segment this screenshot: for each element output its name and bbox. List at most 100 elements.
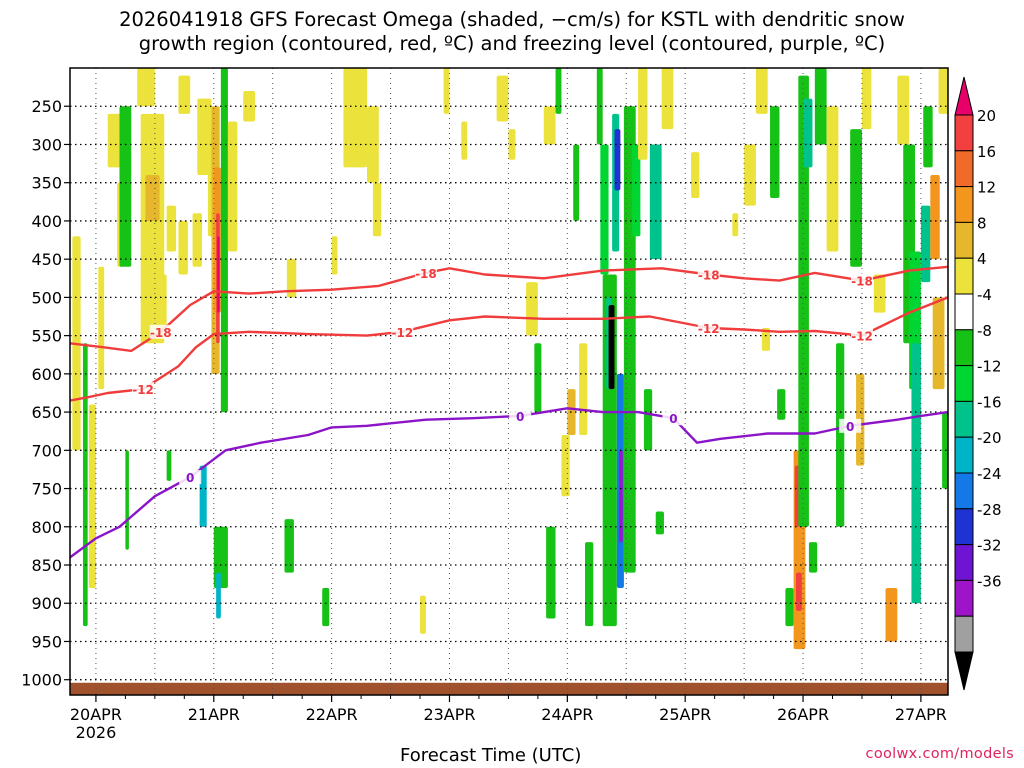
colorbar-box	[954, 436, 974, 474]
omega-cell	[920, 205, 931, 283]
contour-label-bg	[850, 273, 873, 288]
omega-cell	[178, 220, 188, 275]
omega-cell	[88, 404, 96, 588]
omega-cell	[546, 526, 556, 619]
omega-cell	[850, 129, 862, 267]
colorbar-box	[954, 615, 974, 653]
omega-cell	[655, 511, 664, 535]
omega-cell	[798, 75, 809, 527]
y-tick-label: 350	[31, 174, 62, 193]
x-tick-label: 21APR	[188, 705, 240, 724]
y-tick-label: 600	[31, 365, 62, 384]
omega-cell	[923, 106, 933, 168]
omega-cell	[125, 450, 129, 550]
colorbar-box	[954, 293, 974, 331]
omega-cell	[614, 129, 621, 191]
omega-cell	[632, 144, 641, 237]
colorbar-box	[954, 186, 974, 223]
omega-cell	[372, 182, 382, 237]
colorbar-box	[954, 508, 974, 546]
colorbar-label: -12	[977, 358, 1002, 376]
colorbar-label: -16	[977, 393, 1002, 411]
colorbar-box	[954, 150, 974, 188]
y-tick-label: 550	[31, 327, 62, 346]
omega-cell	[911, 343, 921, 604]
omega-cell	[461, 121, 468, 160]
y-tick-label: 950	[31, 632, 62, 651]
omega-cell	[227, 121, 238, 252]
colorbar-box	[954, 400, 974, 438]
contour-label: -12	[851, 330, 873, 344]
x-tick-label: 24APR	[541, 705, 593, 724]
chart-title: 2026041918 GFS Forecast Omega (shaded, −…	[0, 8, 1024, 56]
omega-cell	[220, 68, 228, 413]
omega-cell	[82, 343, 88, 627]
contour-label-bg	[850, 328, 873, 343]
omega-cell	[643, 389, 653, 451]
omega-cell	[761, 327, 771, 351]
chart-title-line-2: growth region (contoured, red, ºC) and f…	[138, 32, 886, 55]
colorbar-label: 8	[977, 214, 987, 232]
contour-label-bg	[697, 267, 720, 282]
omega-cell	[932, 297, 945, 390]
omega-cell	[873, 274, 886, 313]
contour-label-bg	[179, 470, 202, 485]
omega-cell	[555, 68, 562, 114]
omega-cell	[543, 106, 556, 145]
omega-cell	[561, 435, 570, 497]
omega-cell	[107, 113, 122, 168]
omega-shading	[72, 68, 948, 650]
contour-label: -12	[698, 322, 720, 336]
omega-cell	[192, 213, 202, 267]
x-axis-label: Forecast Time (UTC)	[400, 745, 582, 766]
x-tick-label: 27APR	[895, 705, 947, 724]
contour-label-bg	[697, 320, 720, 335]
credit-link[interactable]: coolwx.com/models	[865, 746, 1014, 762]
contour-label: -12	[391, 326, 413, 340]
colorbar-box	[954, 329, 974, 367]
omega-cell	[322, 587, 330, 627]
omega-cell	[98, 266, 105, 390]
colorbar-box	[954, 365, 974, 402]
y-tick-label: 250	[31, 97, 62, 116]
colorbar-box	[954, 221, 974, 259]
omega-cell	[836, 343, 845, 527]
plot-frame	[69, 67, 949, 696]
omega-cell	[145, 175, 160, 221]
omega-cell	[178, 75, 191, 114]
x-tick-label: 22APR	[306, 705, 358, 724]
contour-lines: -12 -12 -12 -12 -18 -18 -18 -18 0 0 0 0	[70, 265, 948, 559]
y-tick-label: 850	[31, 556, 62, 575]
omega-cell	[930, 175, 940, 260]
omega-cell	[803, 98, 813, 168]
omega-cell	[166, 205, 177, 252]
colorbar: 20 16 12 8 4 -4 -8 -12 -16 -20 -24 -28 -32 -36	[954, 76, 1002, 691]
omega-cell	[534, 343, 542, 413]
contour-label-bg	[391, 324, 414, 339]
omega-cell	[284, 519, 294, 573]
colorbar-label: -32	[977, 537, 1002, 555]
omega-cell	[366, 106, 379, 183]
omega-cell	[166, 450, 172, 481]
contour-label: -18	[415, 267, 437, 281]
colorbar-box	[954, 544, 974, 581]
contour-label: -12	[132, 383, 154, 397]
omega-cell	[795, 572, 802, 611]
omega-cell	[443, 68, 450, 114]
omega-cell	[732, 213, 739, 237]
colorbar-label: -20	[977, 429, 1002, 447]
colorbar-label: 12	[977, 179, 996, 197]
omega-cell	[661, 68, 674, 130]
omega-cell	[496, 75, 509, 122]
x-tick-label: 25APR	[659, 705, 711, 724]
omega-cell	[938, 68, 948, 114]
omega-cell	[608, 305, 615, 390]
colorbar-label: 20	[977, 107, 996, 125]
y-tick-label: 650	[31, 403, 62, 422]
omega-cell	[579, 343, 588, 436]
contour-label-bg	[509, 408, 532, 423]
colorbar-cap-top	[954, 76, 974, 116]
omega-cell	[119, 106, 132, 267]
contour-label-bg	[149, 324, 172, 339]
